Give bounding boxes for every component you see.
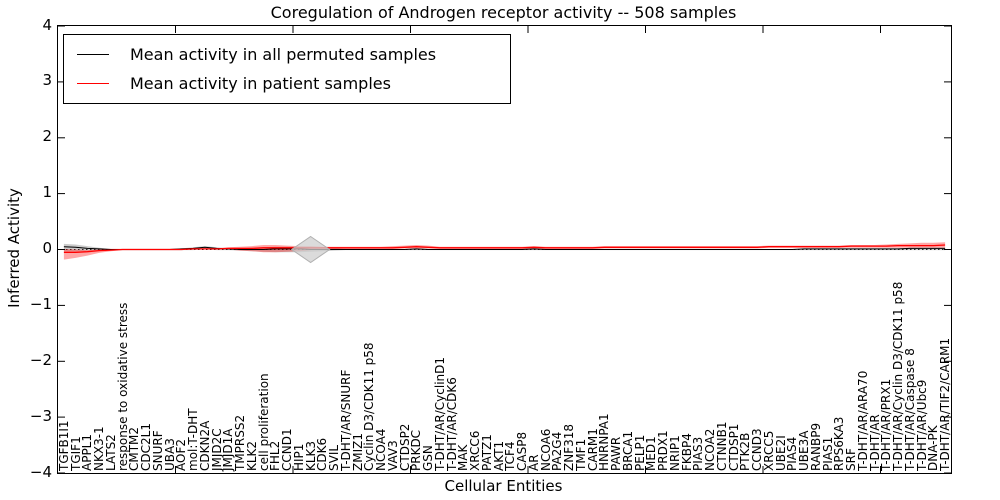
legend-label-patient: Mean activity in patient samples [130, 74, 391, 93]
permuted-mean-line [63, 246, 946, 250]
permuted-band [63, 243, 946, 253]
y-tick-label: 3 [42, 71, 52, 90]
legend: Mean activity in all permuted samples Me… [63, 34, 511, 104]
x-tick-label: T-DHT/AR/TIF2/CARM1 [938, 337, 953, 471]
y-tick-label: 1 [42, 183, 52, 202]
legend-entry-permuted: Mean activity in all permuted samples [64, 40, 510, 69]
highlight-diamond-marker [290, 235, 331, 264]
legend-line-permuted-icon [77, 54, 109, 55]
chart-title: Coregulation of Androgen receptor activi… [270, 3, 737, 22]
y-tick-label: −2 [29, 350, 52, 369]
x-axis-label: Cellular Entities [444, 477, 563, 495]
y-tick-label: −3 [29, 406, 52, 425]
plot-area: Mean activity in all permuted samples Me… [57, 25, 952, 474]
plot-canvas [58, 26, 951, 473]
patient-band [63, 242, 946, 260]
patient-mean-line [63, 244, 946, 253]
y-tick-label: 2 [42, 127, 52, 146]
legend-label-permuted: Mean activity in all permuted samples [130, 45, 437, 64]
legend-entry-patient: Mean activity in patient samples [64, 69, 510, 98]
y-tick-label: −1 [29, 294, 52, 313]
legend-line-patient-icon [77, 83, 109, 84]
y-tick-label: −4 [29, 462, 52, 481]
y-tick-label: 4 [42, 15, 52, 34]
y-tick-label: 0 [42, 239, 52, 257]
